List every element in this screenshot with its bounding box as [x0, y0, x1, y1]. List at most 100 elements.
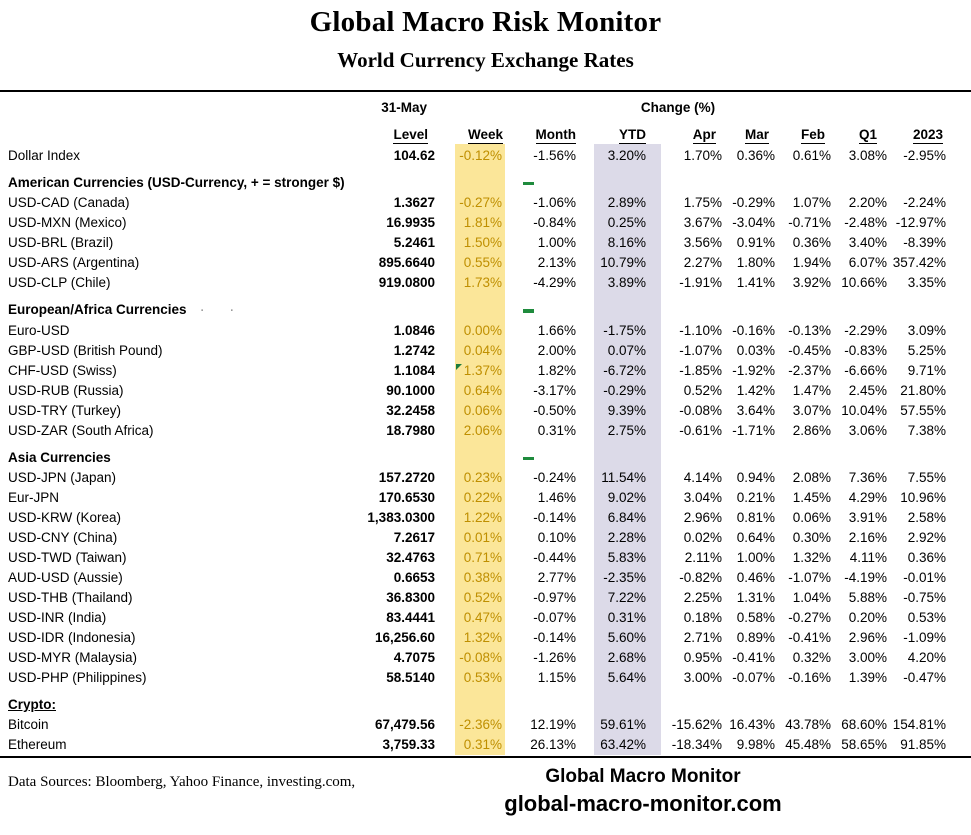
cell-q1: 3.00% — [848, 650, 887, 665]
cell-mar: 0.58% — [736, 610, 775, 625]
cell-month: -4.29% — [533, 275, 576, 290]
cell-week — [455, 293, 505, 321]
cell-month: -0.14% — [533, 510, 576, 525]
table-row: Ethereum 3,759.33 0.31% 26.13% 63.42% -18.34%… — [8, 735, 946, 755]
cell-ytd: 5.60% — [594, 628, 661, 648]
cell-mar — [722, 688, 775, 715]
cell-mar — [722, 166, 775, 193]
table-row: USD-TWD (Taiwan) 32.4763 0.71% -0.44% 5.83% 2… — [8, 548, 946, 568]
cell-apr: 0.02% — [683, 530, 722, 545]
section-label: European/Africa Currencies ·· — [8, 302, 260, 317]
cell-ytd: 2.75% — [594, 421, 661, 441]
cell-level: 90.1000 — [386, 383, 435, 398]
cell-month: -1.56% — [533, 148, 576, 163]
cell-apr: 0.95% — [683, 650, 722, 665]
cell-spacer — [576, 441, 594, 468]
cell-level: 67,479.56 — [374, 717, 435, 732]
cell-ytd: 59.61% — [594, 715, 661, 735]
cell-spacer — [435, 715, 455, 735]
cell-y2023: 7.38% — [907, 423, 946, 438]
cell-spacer — [435, 381, 455, 401]
cell-label: USD-ARS (Argentina) — [8, 255, 140, 270]
cell-label: USD-CNY (China) — [8, 530, 118, 545]
table-row: USD-INR (India) 83.4441 0.47% -0.07% 0.31% 0.… — [8, 608, 946, 628]
cell-ytd: 0.25% — [594, 213, 661, 233]
cell-week: 0.31% — [455, 735, 505, 755]
cell-apr: -0.82% — [679, 570, 722, 585]
cell-y2023 — [887, 441, 946, 468]
cell-q1 — [831, 166, 887, 193]
cell-label: USD-TWD (Taiwan) — [8, 550, 127, 565]
cell-month — [505, 166, 576, 193]
cell-feb: -0.71% — [788, 215, 831, 230]
cell-level: 18.7980 — [386, 423, 435, 438]
cell-feb: 1.45% — [792, 490, 831, 505]
cell-spacer — [435, 735, 455, 755]
cell-feb: 2.08% — [792, 470, 831, 485]
cell-y2023: 9.71% — [907, 363, 946, 378]
cell-feb: 45.48% — [785, 737, 831, 752]
col-header-feb: Feb — [800, 127, 825, 144]
cell-y2023: 2.92% — [907, 530, 946, 545]
date-change-row: 31-May Change (%) — [0, 92, 971, 117]
cell-apr: -1.07% — [679, 343, 722, 358]
cell-apr: 2.11% — [684, 550, 722, 565]
cell-spacer — [435, 144, 455, 166]
cell-month: -1.06% — [533, 195, 576, 210]
cell-mar: -0.41% — [732, 650, 775, 665]
cell-month — [505, 441, 576, 468]
cell-apr: 0.52% — [683, 383, 722, 398]
cell-spacer — [435, 528, 455, 548]
cell-feb: 0.30% — [792, 530, 831, 545]
cell-week — [455, 166, 505, 193]
cell-level: 1.1084 — [393, 363, 435, 378]
cell-y2023: 5.25% — [907, 343, 946, 358]
cell-mar: 0.21% — [736, 490, 775, 505]
cell-feb: -0.27% — [788, 610, 831, 625]
cell-level: 83.4441 — [386, 610, 435, 625]
cell-month: 26.13% — [530, 737, 576, 752]
cell-level: 58.5140 — [386, 670, 435, 685]
cell-q1: 2.20% — [848, 195, 887, 210]
cell-spacer — [435, 233, 455, 253]
cell-spacer — [435, 668, 455, 688]
cell-y2023: 57.55% — [900, 403, 946, 418]
cell-y2023: -0.47% — [903, 670, 946, 685]
cell-y2023 — [887, 688, 946, 715]
cell-feb: -0.13% — [788, 323, 831, 338]
col-header-mar: Mar — [744, 127, 769, 144]
table-row: USD-KRW (Korea) 1,383.0300 1.22% -0.14% 6.84… — [8, 508, 946, 528]
cell-mar: 0.81% — [736, 510, 775, 525]
cell-level: 16,256.60 — [374, 630, 435, 645]
cell-spacer — [576, 144, 594, 166]
cell-feb: -0.16% — [788, 670, 831, 685]
table-row: USD-CAD (Canada) 1.3627 -0.27% -1.06% 2.89% 1… — [8, 193, 946, 213]
cell-apr: 1.70% — [683, 148, 722, 163]
cell-mar: 0.03% — [736, 343, 775, 358]
cell-q1: 3.40% — [848, 235, 887, 250]
section-label: American Currencies (USD-Currency, + = s… — [8, 175, 345, 190]
cell-ytd: 63.42% — [594, 735, 661, 755]
cell-level: 32.4763 — [386, 550, 435, 565]
cell-feb: 3.92% — [792, 275, 831, 290]
cell-apr: 3.56% — [683, 235, 722, 250]
cell-spacer — [576, 488, 594, 508]
cell-feb: 0.61% — [792, 148, 831, 163]
cell-feb — [775, 688, 831, 715]
cell-ytd — [594, 688, 661, 715]
cell-spacer — [435, 608, 455, 628]
cell-ytd: 6.84% — [594, 508, 661, 528]
report-footer: Data Sources: Bloomberg, Yahoo Finance, … — [0, 758, 971, 820]
cell-spacer — [435, 648, 455, 668]
cell-mar: 0.64% — [736, 530, 775, 545]
cell-week: 1.50% — [455, 233, 505, 253]
cell-feb: 43.78% — [785, 717, 831, 732]
cell-feb: 0.36% — [792, 235, 831, 250]
cell-apr: -1.91% — [679, 275, 722, 290]
cell-week: 0.00% — [455, 321, 505, 341]
cell-spacer — [435, 628, 455, 648]
cell-ytd: 9.39% — [594, 401, 661, 421]
table-row: USD-PHP (Philippines) 58.5140 0.53% 1.15% 5.… — [8, 668, 946, 688]
cell-spacer — [576, 528, 594, 548]
